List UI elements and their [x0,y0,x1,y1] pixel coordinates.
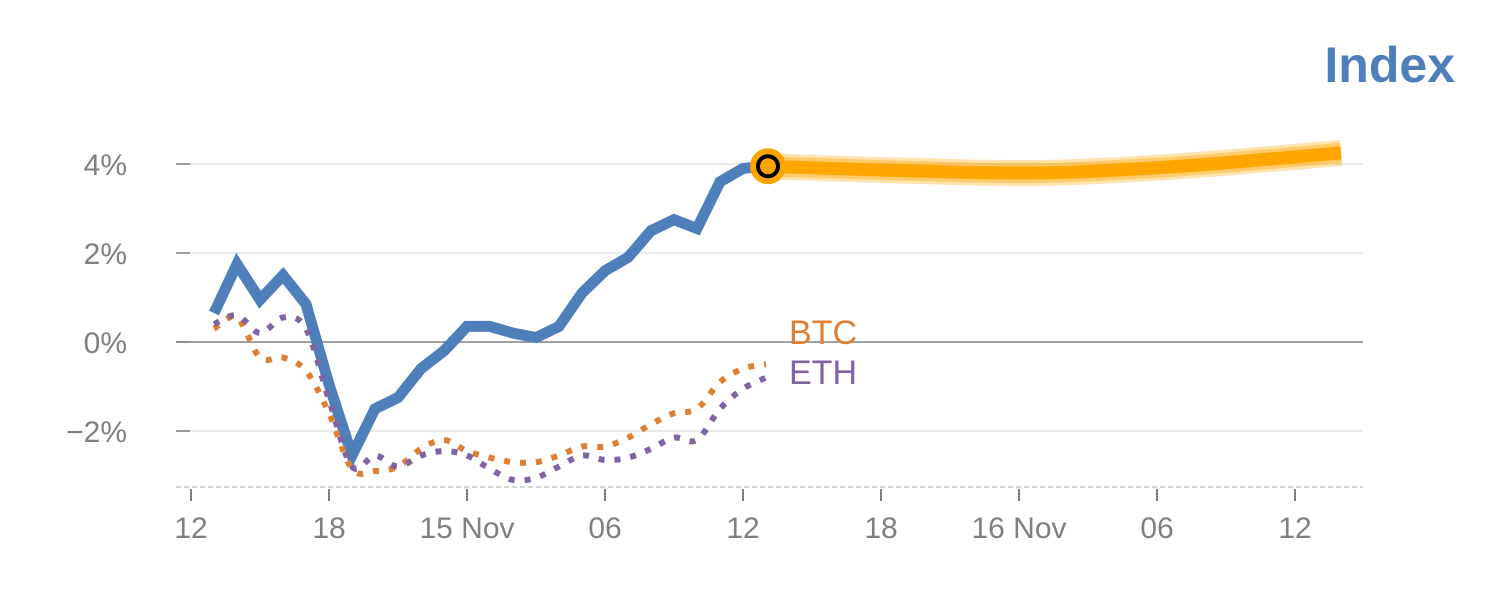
x-tick-label: 15 Nov [419,512,514,545]
current-point-marker [756,154,780,179]
labels-group: 4% 2% 0% −2% 12 18 15 Nov 06 12 18 16 Nov 06 12 BTCET… [66,149,1312,545]
x-tick-label: 12 [726,512,759,545]
x-tick-label: 18 [312,512,345,545]
forecast-line [765,146,1342,180]
y-tick-label: 4% [84,149,127,182]
x-tick-label: 16 Nov [971,512,1066,545]
x-tick-label: 18 [864,512,897,545]
x-tick-label: 06 [1140,512,1173,545]
series-label-eth: ETH [789,354,857,392]
chart-title: Index [1324,37,1455,93]
y-tick-label: 2% [84,238,127,271]
y-tick-label: 0% [84,327,127,360]
x-tick-label: 06 [588,512,621,545]
index-line [209,160,767,471]
series-group [209,139,1343,484]
x-tick-label: 12 [1278,512,1311,545]
y-tick-label: −2% [66,416,127,449]
x-tick-label: 12 [174,512,207,545]
series-label-btc: BTC [789,314,857,352]
btc-line [212,313,767,477]
